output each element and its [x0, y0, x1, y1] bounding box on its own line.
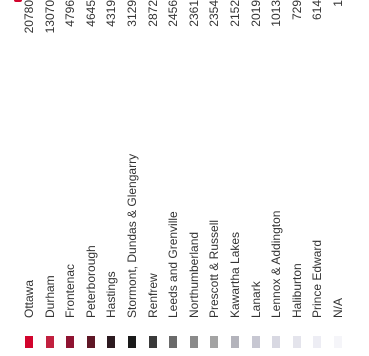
legend-swatch: [210, 336, 219, 348]
legend-swatch: [272, 336, 281, 348]
legend-item[interactable]: Peterborough 4645: [82, 0, 100, 348]
legend-label: Renfrew: [145, 273, 160, 318]
legend-value: 2456: [166, 0, 181, 27]
legend-label: Hastings: [104, 271, 119, 318]
legend-item[interactable]: Lanark 2019: [247, 0, 265, 348]
legend-value: 13070: [42, 0, 57, 34]
legend-item[interactable]: Frontenac 4796: [61, 0, 79, 348]
legend-item[interactable]: Prince Edward 614: [308, 0, 326, 348]
legend-item[interactable]: Northumberland 2361: [185, 0, 203, 348]
legend-item[interactable]: Prescott & Russell 2354: [205, 0, 223, 348]
legend-swatch: [334, 336, 342, 348]
legend-value: 4796: [63, 0, 78, 27]
legend-label: Lennox & Addington: [269, 210, 284, 318]
legend-label: Peterborough: [83, 245, 98, 318]
legend-swatch: [292, 336, 301, 348]
legend-swatch: [169, 336, 178, 348]
legend-swatch: [45, 336, 54, 348]
legend-item[interactable]: Leeds and Grenville 2456: [164, 0, 182, 348]
legend-swatch: [128, 336, 136, 348]
legend-label: Durham: [42, 275, 57, 318]
legend-value: 2354: [207, 0, 222, 27]
legend-value: 2361: [186, 0, 201, 27]
legend-label: Frontenac: [63, 263, 78, 318]
legend-item[interactable]: N/A 1: [329, 0, 347, 348]
accent-marker: [14, 0, 22, 2]
legend-item[interactable]: Hastings 4319: [102, 0, 120, 348]
legend-swatch: [189, 336, 198, 348]
legend-label: Leeds and Grenville: [166, 211, 181, 318]
legend-label: Stormont, Dundas & Glengarry: [125, 153, 139, 318]
legend-label: Prince Edward: [310, 239, 325, 318]
legend-swatch: [251, 336, 260, 348]
legend-label: Prescott & Russell: [207, 219, 222, 318]
legend-label: Lanark: [248, 281, 263, 318]
legend-value: 4645: [83, 0, 98, 27]
legend-swatch: [107, 336, 116, 348]
legend-swatch: [25, 336, 33, 348]
legend-swatch: [66, 336, 75, 348]
legend-value: 4319: [104, 0, 119, 27]
legend-label: Ottawa: [22, 279, 36, 318]
legend-label: N/A: [331, 297, 345, 318]
legend-value: 614: [310, 0, 325, 21]
legend-item[interactable]: Kawartha Lakes 2152: [226, 0, 244, 348]
legend-value: 20780: [22, 0, 36, 34]
legend-item[interactable]: Ottawa 20780: [20, 0, 38, 348]
legend-value: 3129: [125, 0, 139, 27]
legend-item[interactable]: Stormont, Dundas & Glengarry 3129: [123, 0, 141, 348]
legend-item[interactable]: Durham 13070: [41, 0, 59, 348]
legend-value: 2872: [145, 0, 160, 27]
legend-value: 729: [289, 0, 304, 21]
legend-value: 2019: [248, 0, 263, 27]
legend-swatch: [148, 336, 157, 348]
legend-item[interactable]: Lennox & Addington 1013: [267, 0, 285, 348]
legend-item[interactable]: Haliburton 729: [288, 0, 306, 348]
legend-value: 1: [331, 0, 345, 7]
legend-value: 1013: [269, 0, 284, 27]
legend-item[interactable]: Renfrew 2872: [144, 0, 162, 348]
legend-label: Haliburton: [289, 263, 304, 318]
legend-label: Kawartha Lakes: [228, 231, 242, 318]
legend-swatch: [231, 336, 239, 348]
legend-swatch: [313, 336, 322, 348]
legend-value: 2152: [228, 0, 242, 27]
legend-swatch: [86, 336, 95, 348]
legend-label: Northumberland: [186, 231, 201, 318]
